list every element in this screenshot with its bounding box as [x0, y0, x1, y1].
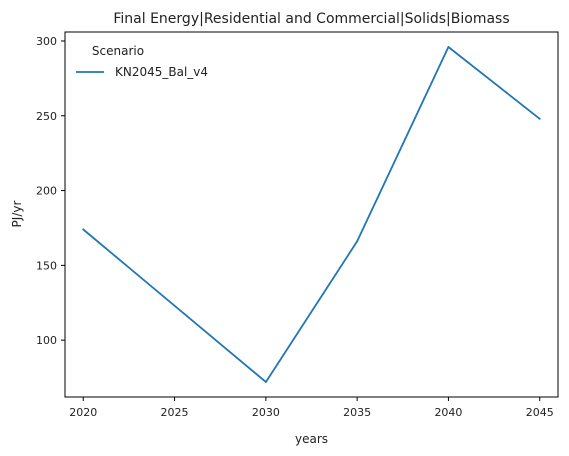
y-axis-label: PJ/yr	[10, 201, 24, 228]
x-tick-label: 2030	[252, 406, 280, 419]
series-line-kn2045-bal-v4	[82, 46, 541, 383]
x-tick-label: 2020	[69, 406, 97, 419]
x-axis-label: years	[295, 432, 328, 446]
y-tick-label: 200	[36, 185, 57, 198]
x-tick-label: 2035	[343, 406, 371, 419]
series-point	[264, 381, 267, 383]
y-tick-label: 150	[36, 259, 57, 272]
y-axis-ticks: 100 150 200 250 300	[36, 35, 65, 347]
series-point	[538, 117, 541, 120]
x-axis-ticks: 2020 2025 2030 2035 2040 2045	[69, 397, 554, 419]
legend: Scenario KN2045_Bal_v4	[76, 44, 208, 79]
series-point	[356, 240, 359, 243]
y-tick-label: 100	[36, 334, 57, 347]
series-point	[447, 46, 450, 48]
plot-area	[64, 31, 559, 398]
x-tick-label: 2025	[161, 406, 189, 419]
legend-label: KN2045_Bal_v4	[115, 65, 208, 79]
legend-title: Scenario	[92, 44, 144, 58]
y-tick-label: 300	[36, 35, 57, 48]
series-point	[82, 228, 85, 231]
y-tick-label: 250	[36, 110, 57, 123]
chart-title: Final Energy|Residential and Commercial|…	[113, 11, 509, 27]
x-tick-label: 2040	[434, 406, 462, 419]
x-tick-label: 2045	[526, 406, 554, 419]
